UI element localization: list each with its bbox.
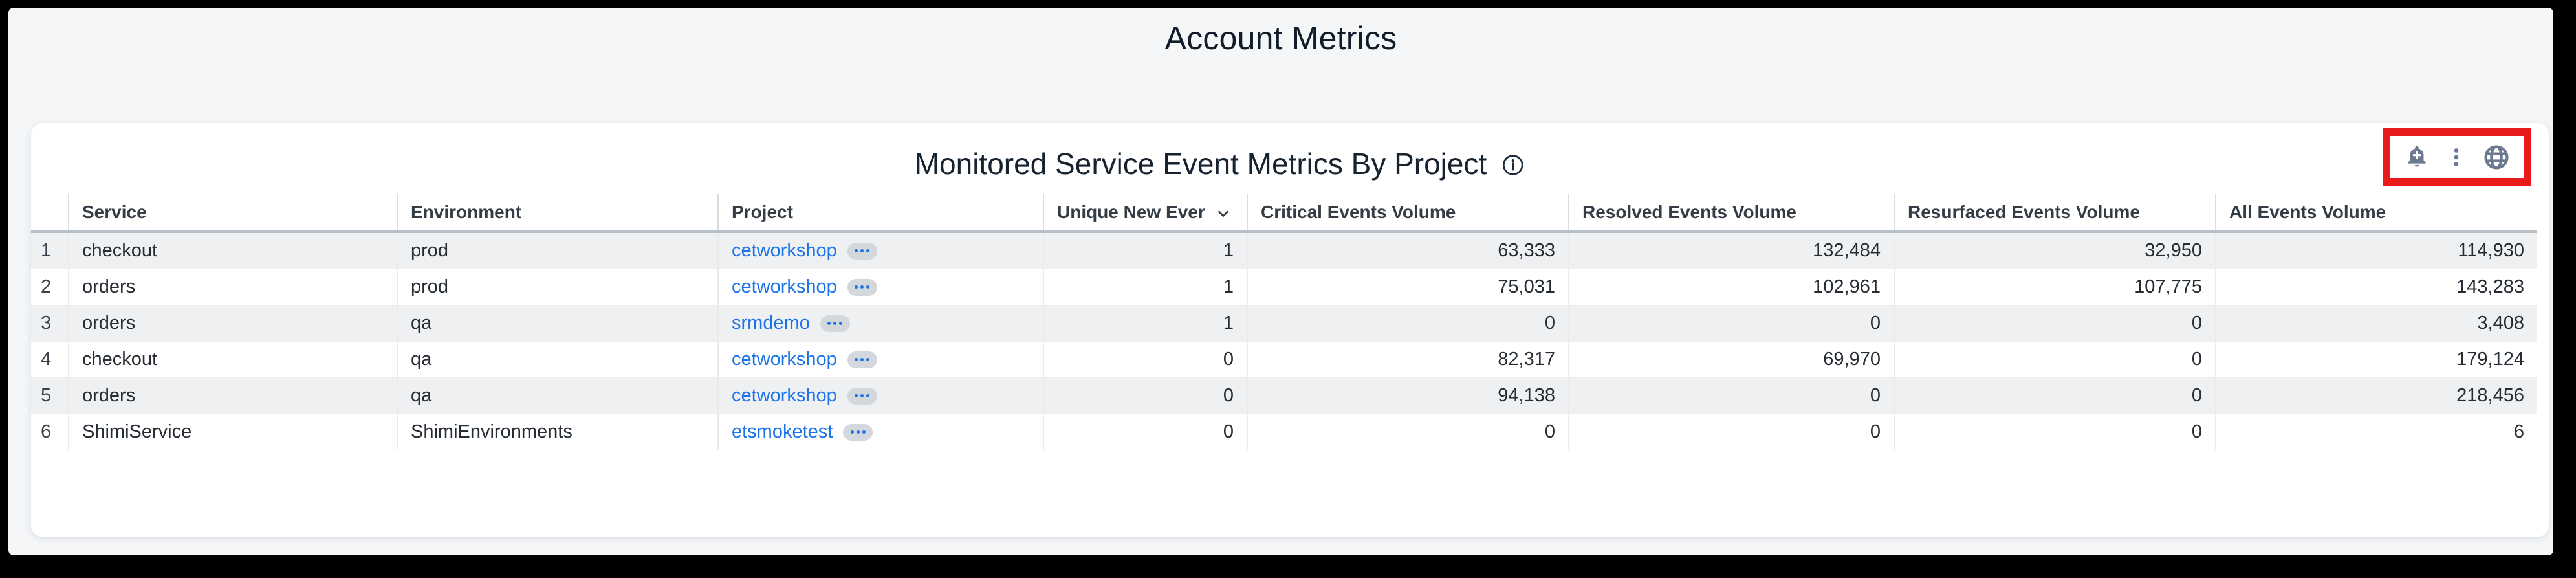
column-header-service[interactable]: Service: [68, 194, 397, 230]
row-number-header: [31, 194, 68, 230]
project-more-icon[interactable]: [843, 423, 873, 441]
project-cell: cetworkshop: [717, 378, 1043, 414]
globe-icon[interactable]: [2483, 144, 2510, 171]
column-header-environment[interactable]: Environment: [397, 194, 717, 230]
project-more-icon[interactable]: [847, 387, 877, 405]
project-more-icon[interactable]: [847, 242, 877, 260]
environment-cell: ShimiEnvironments: [397, 414, 717, 450]
page-title: Account Metrics: [1164, 20, 1397, 56]
service-cell: ShimiService: [68, 414, 397, 450]
service-cell: orders: [68, 306, 397, 341]
environment-cell: qa: [397, 342, 717, 377]
resolved-events-cell: 0: [1568, 378, 1894, 414]
table-row: 6 ShimiService ShimiEnvironments etsmoke…: [31, 414, 2537, 450]
sort-desc-icon: [1214, 205, 1232, 223]
annotation-highlight-box: [2383, 128, 2531, 186]
project-link[interactable]: cetworkshop: [732, 385, 837, 406]
project-cell: etsmoketest: [717, 414, 1043, 450]
table-row: 1 checkout prod cetworkshop 1 63,333 132…: [31, 233, 2537, 269]
project-link[interactable]: srmdemo: [732, 313, 810, 333]
column-header-all-events[interactable]: All Events Volume: [2215, 194, 2537, 230]
project-link[interactable]: etsmoketest: [732, 421, 833, 442]
table-row: 5 orders qa cetworkshop 0 94,138 0 0 218…: [31, 378, 2537, 414]
critical-events-cell: 82,317: [1247, 342, 1568, 377]
critical-events-cell: 94,138: [1247, 378, 1568, 414]
project-link[interactable]: cetworkshop: [732, 276, 837, 297]
dashboard-page: Account Metrics Monitored Service Event …: [8, 8, 2553, 555]
project-cell: cetworkshop: [717, 342, 1043, 377]
all-events-cell: 179,124: [2215, 342, 2537, 377]
column-header-resolved-events[interactable]: Resolved Events Volume: [1568, 194, 1894, 230]
row-number: 1: [41, 240, 52, 261]
environment-cell: qa: [397, 378, 717, 414]
table-row: 4 checkout qa cetworkshop 0 82,317 69,97…: [31, 342, 2537, 378]
unique-new-events-cell: 0: [1043, 378, 1247, 414]
project-link[interactable]: cetworkshop: [732, 240, 837, 261]
project-cell: srmdemo: [717, 306, 1043, 341]
project-more-icon[interactable]: [820, 315, 850, 332]
table-header-row: Service Environment Project Unique New E…: [31, 194, 2537, 233]
column-header-project[interactable]: Project: [717, 194, 1043, 230]
all-events-cell: 6: [2215, 414, 2537, 450]
row-number: 4: [41, 349, 52, 370]
panel-header: Monitored Service Event Metrics By Proje…: [915, 146, 1525, 181]
panel-card: Monitored Service Event Metrics By Proje…: [31, 123, 2549, 537]
all-events-cell: 143,283: [2215, 269, 2537, 305]
resurfaced-events-cell: 107,775: [1894, 269, 2215, 305]
resolved-events-cell: 102,961: [1568, 269, 1894, 305]
info-icon[interactable]: [1501, 153, 1524, 177]
column-header-unique-new-events[interactable]: Unique New Ever: [1043, 194, 1247, 230]
project-link[interactable]: cetworkshop: [732, 349, 837, 370]
resurfaced-events-cell: 0: [1894, 306, 2215, 341]
environment-cell: prod: [397, 233, 717, 269]
unique-new-events-cell: 1: [1043, 269, 1247, 305]
project-more-icon[interactable]: [847, 351, 877, 368]
all-events-cell: 3,408: [2215, 306, 2537, 341]
project-more-icon[interactable]: [847, 278, 877, 296]
metrics-table: Service Environment Project Unique New E…: [31, 194, 2537, 450]
table-row: 3 orders qa srmdemo 1 0 0 0 3,408: [31, 306, 2537, 342]
panel-title: Monitored Service Event Metrics By Proje…: [914, 147, 1487, 181]
unique-new-events-cell: 0: [1043, 414, 1247, 450]
service-cell: checkout: [68, 342, 397, 377]
row-number: 3: [41, 313, 52, 333]
critical-events-cell: 0: [1247, 306, 1568, 341]
project-cell: cetworkshop: [717, 233, 1043, 269]
critical-events-cell: 0: [1247, 414, 1568, 450]
resurfaced-events-cell: 32,950: [1894, 233, 2215, 269]
unique-new-events-cell: 0: [1043, 342, 1247, 377]
all-events-cell: 218,456: [2215, 378, 2537, 414]
critical-events-cell: 63,333: [1247, 233, 1568, 269]
unique-new-events-cell: 1: [1043, 306, 1247, 341]
service-cell: orders: [68, 378, 397, 414]
column-header-resurfaced-events[interactable]: Resurfaced Events Volume: [1894, 194, 2215, 230]
resurfaced-events-cell: 0: [1894, 378, 2215, 414]
resurfaced-events-cell: 0: [1894, 414, 2215, 450]
row-number: 6: [41, 421, 52, 442]
table-row: 2 orders prod cetworkshop 1 75,031 102,9…: [31, 269, 2537, 306]
resolved-events-cell: 0: [1568, 414, 1894, 450]
all-events-cell: 114,930: [2215, 233, 2537, 269]
row-number: 2: [41, 276, 52, 297]
resolved-events-cell: 0: [1568, 306, 1894, 341]
row-number: 5: [41, 385, 52, 406]
resurfaced-events-cell: 0: [1894, 342, 2215, 377]
unique-new-events-cell: 1: [1043, 233, 1247, 269]
environment-cell: prod: [397, 269, 717, 305]
alert-bell-plus-icon[interactable]: [2404, 144, 2430, 170]
service-cell: checkout: [68, 233, 397, 269]
kebab-menu-icon[interactable]: [2445, 144, 2467, 170]
project-cell: cetworkshop: [717, 269, 1043, 305]
resolved-events-cell: 69,970: [1568, 342, 1894, 377]
service-cell: orders: [68, 269, 397, 305]
environment-cell: qa: [397, 306, 717, 341]
resolved-events-cell: 132,484: [1568, 233, 1894, 269]
column-header-critical-events[interactable]: Critical Events Volume: [1247, 194, 1568, 230]
critical-events-cell: 75,031: [1247, 269, 1568, 305]
